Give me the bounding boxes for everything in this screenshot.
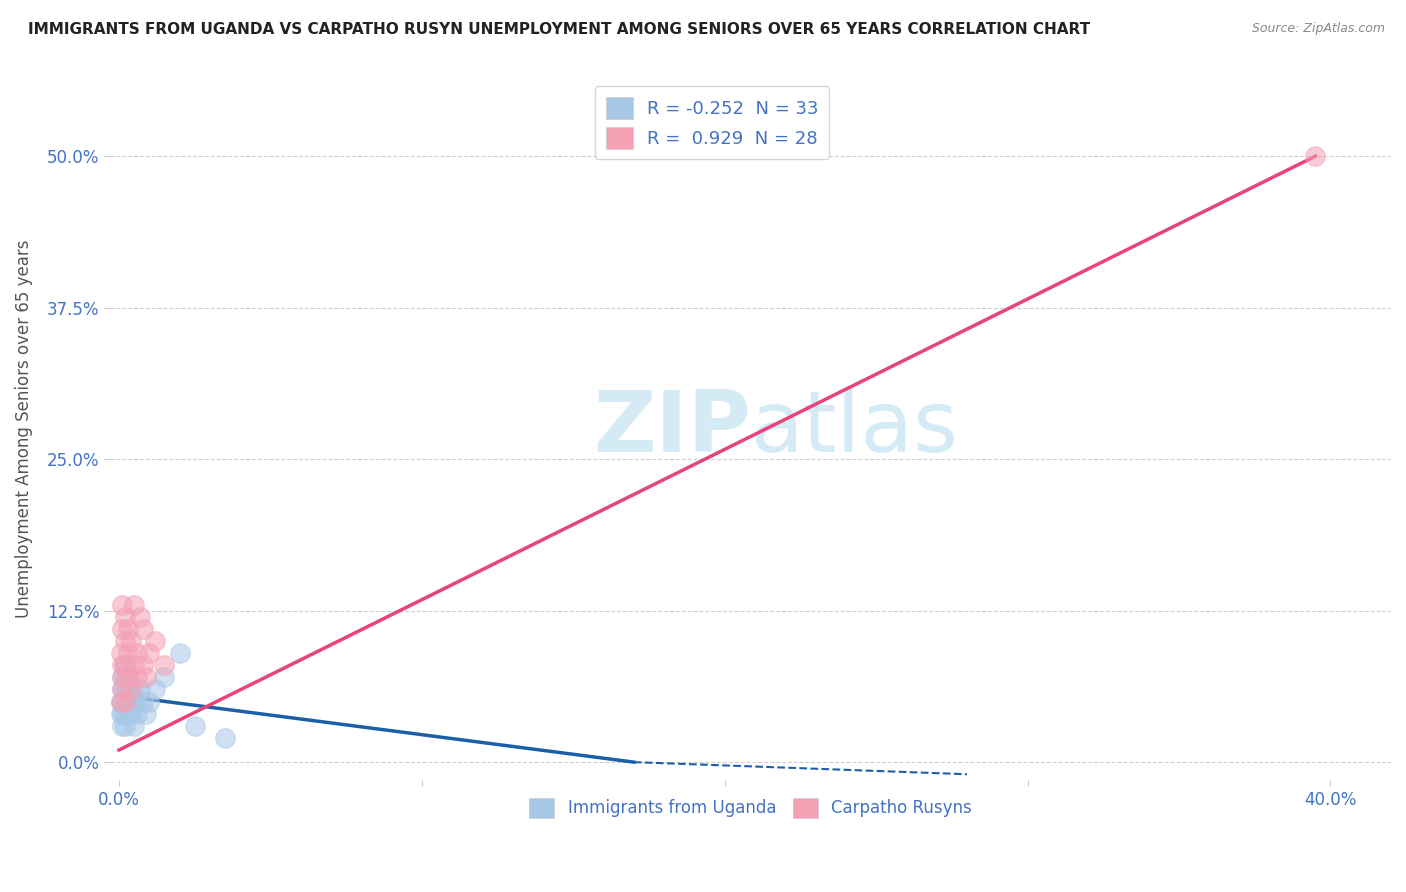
Point [117,646,139,660]
Point [132,694,155,708]
Point [111,658,134,673]
Legend: Immigrants from Uganda, Carpatho Rusyns: Immigrants from Uganda, Carpatho Rusyns [523,791,979,825]
Point [120,694,142,708]
Point [120,682,142,697]
Point [1303,149,1326,163]
Point [129,682,152,697]
Point [117,670,139,684]
Point [114,609,136,624]
Point [111,598,134,612]
Point [111,670,134,684]
Point [169,646,191,660]
Point [138,646,160,660]
Point [114,670,136,684]
Point [117,694,139,708]
Point [120,634,142,648]
Point [112,658,135,673]
Point [114,682,136,697]
Point [138,694,160,708]
Point [122,694,145,708]
Point [110,694,132,708]
Point [111,706,134,721]
Point [111,719,134,733]
Point [129,609,152,624]
Point [132,622,155,636]
Point [135,706,157,721]
Point [114,719,136,733]
Point [143,634,166,648]
Y-axis label: Unemployment Among Seniors over 65 years: Unemployment Among Seniors over 65 years [15,240,32,618]
Point [111,682,134,697]
Point [117,682,139,697]
Point [114,706,136,721]
Point [114,694,136,708]
Point [122,598,145,612]
Point [214,731,236,745]
Point [117,622,139,636]
Point [114,658,136,673]
Point [127,646,149,660]
Point [122,719,145,733]
Point [117,706,139,721]
Point [132,658,155,673]
Point [110,694,132,708]
Text: IMMIGRANTS FROM UGANDA VS CARPATHO RUSYN UNEMPLOYMENT AMONG SENIORS OVER 65 YEAR: IMMIGRANTS FROM UGANDA VS CARPATHO RUSYN… [28,22,1090,37]
Point [122,658,145,673]
Point [110,646,132,660]
Point [114,634,136,648]
Point [127,694,149,708]
Point [135,670,157,684]
Point [114,694,136,708]
Point [111,670,134,684]
Text: ZIP: ZIP [593,387,751,470]
Point [153,670,176,684]
Point [143,682,166,697]
Point [110,706,132,721]
Point [153,658,176,673]
Point [122,682,145,697]
Point [117,670,139,684]
Point [111,622,134,636]
Point [120,706,142,721]
Point [183,719,205,733]
Point [127,706,149,721]
Point [127,670,149,684]
Text: Source: ZipAtlas.com: Source: ZipAtlas.com [1251,22,1385,36]
Point [111,694,134,708]
Text: atlas: atlas [751,387,959,470]
Point [111,682,134,697]
